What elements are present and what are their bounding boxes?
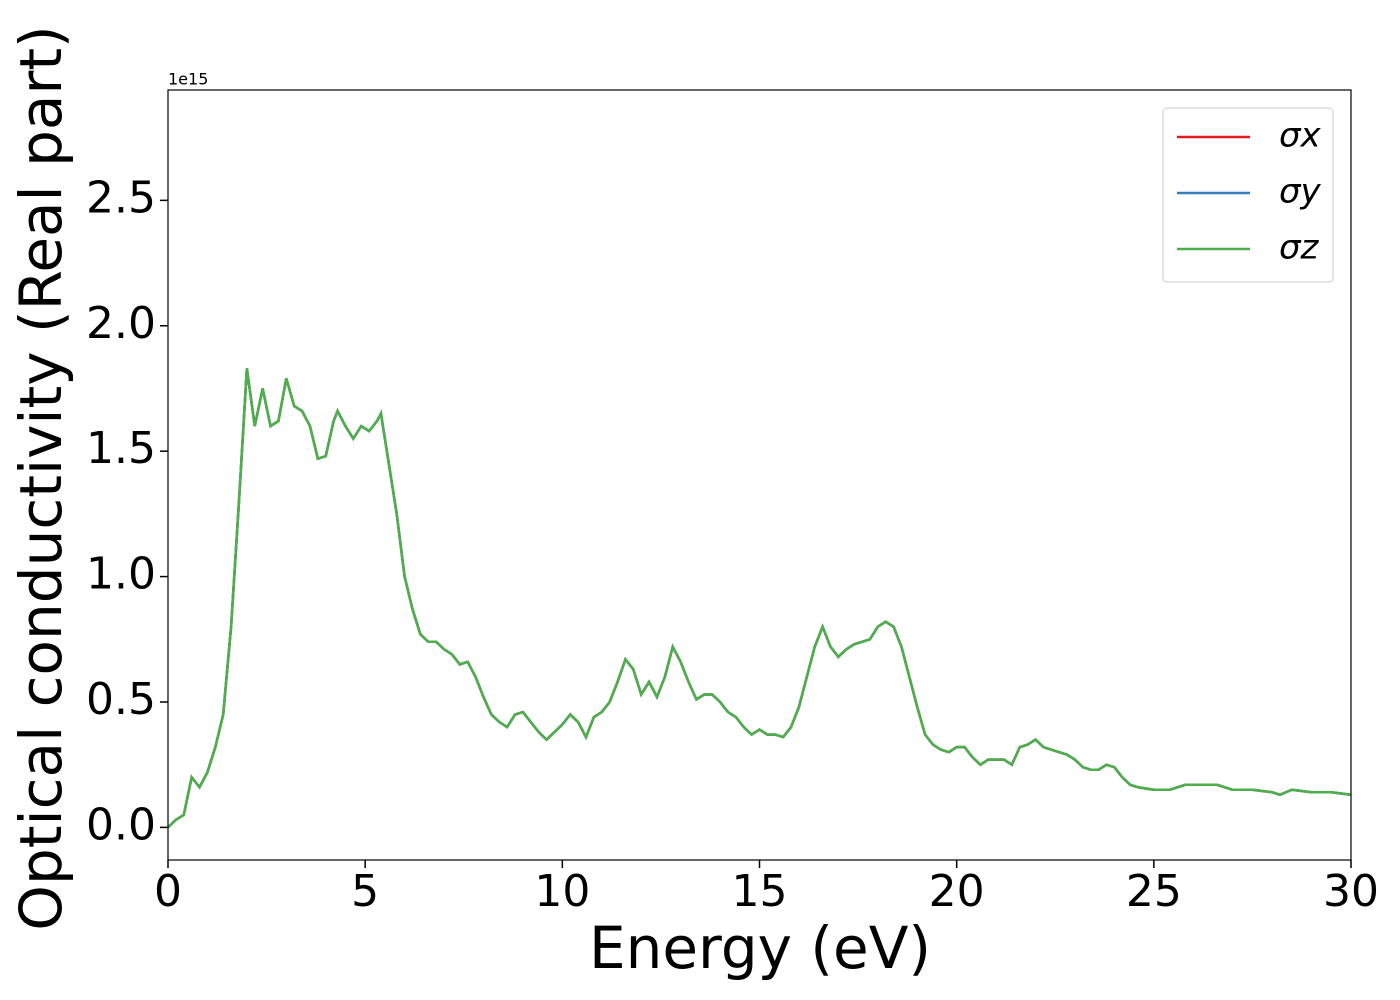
x-tick-label: 10 <box>534 866 590 917</box>
series-line <box>167 368 1352 829</box>
y-offset-label: 1e15 <box>168 70 208 89</box>
x-axis-label: Energy (eV) <box>589 914 931 982</box>
x-tick-label: 20 <box>929 866 985 917</box>
x-tick-label: 0 <box>154 866 182 917</box>
legend-label: σx <box>1279 116 1322 156</box>
legend-label: σz <box>1279 228 1320 268</box>
y-tick-label: 2.5 <box>86 172 156 223</box>
y-tick-label: 0.0 <box>86 799 156 850</box>
y-axis-label: Optical conductivity (Real part) <box>7 25 75 930</box>
legend-label: σy <box>1279 172 1322 212</box>
series-line <box>167 368 1352 829</box>
x-tick-label: 25 <box>1126 866 1182 917</box>
plot-frame <box>167 89 1352 861</box>
x-tick-label: 30 <box>1323 866 1379 917</box>
y-tick-label: 2.0 <box>86 298 156 349</box>
series-line <box>167 368 1352 829</box>
x-tick-label: 15 <box>732 866 788 917</box>
x-tick-label: 5 <box>351 866 379 917</box>
y-tick-label: 1.0 <box>86 549 156 600</box>
y-tick-label: 1.5 <box>86 423 156 474</box>
legend-box <box>1162 107 1334 283</box>
y-tick-label: 0.5 <box>86 674 156 725</box>
